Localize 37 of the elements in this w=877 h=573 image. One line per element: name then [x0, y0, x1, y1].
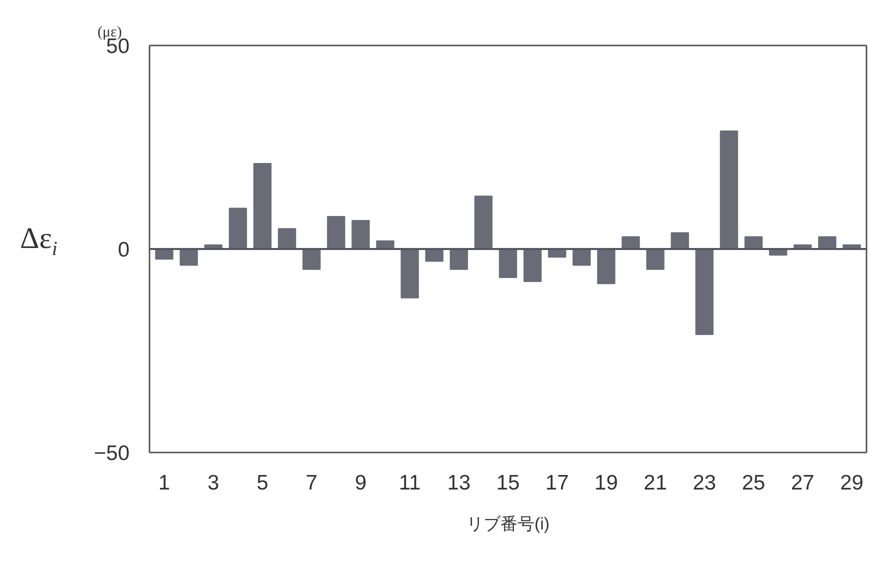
- y-tick-label: 0: [118, 238, 130, 262]
- x-axis-title: リブ番号(i): [466, 514, 550, 534]
- bar: [278, 228, 296, 250]
- bar: [695, 248, 714, 335]
- bar: [597, 248, 616, 284]
- x-tick-label: 15: [496, 472, 520, 494]
- x-tick-label: 11: [398, 472, 421, 494]
- x-tick-label: 17: [545, 472, 569, 494]
- x-tick-label: 7: [306, 472, 318, 494]
- x-tick-label: 21: [644, 472, 668, 494]
- bar: [498, 248, 518, 278]
- bar: [523, 248, 542, 282]
- bar: [474, 196, 493, 250]
- bar: [302, 248, 321, 270]
- x-tick-label: 25: [742, 472, 766, 494]
- x-tick-label: 19: [594, 472, 618, 494]
- bar: [253, 163, 272, 250]
- bar: [572, 248, 591, 266]
- x-tick-label: 1: [158, 472, 170, 494]
- x-tick-label: 5: [256, 472, 268, 494]
- x-tick-label: 27: [790, 472, 814, 494]
- y-axis-title: Δε$_{i}$: [20, 221, 58, 262]
- bar: [646, 248, 664, 270]
- bar: [450, 248, 468, 270]
- x-tick-label: 23: [692, 472, 716, 494]
- x-tick-label: 13: [447, 472, 471, 494]
- bar: [327, 216, 346, 250]
- bar: [228, 208, 247, 250]
- y-tick-label: −50: [94, 442, 130, 465]
- bar: [670, 232, 689, 250]
- bar: [400, 248, 419, 298]
- bar: [720, 130, 738, 250]
- bar: [180, 248, 198, 266]
- x-tick-label: 29: [840, 472, 864, 494]
- bar: [352, 220, 370, 250]
- x-tick-label: 9: [354, 472, 367, 494]
- x-tick-label: 3: [208, 472, 220, 494]
